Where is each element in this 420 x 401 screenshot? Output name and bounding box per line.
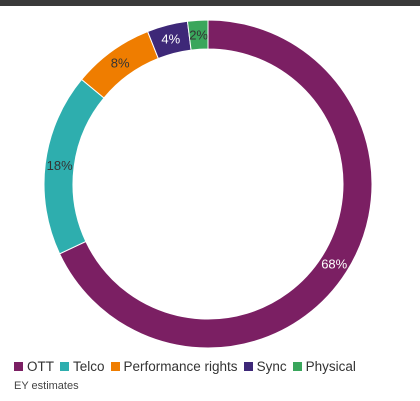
source-note: EY estimates	[14, 380, 79, 392]
chart-legend: OTT Telco Performance rights Sync Physical	[14, 359, 356, 374]
legend-label-sync: Sync	[256, 359, 287, 374]
legend-item-sync: Sync	[243, 359, 287, 374]
legend-label-ott: OTT	[27, 359, 54, 374]
legend-swatch-performance-rights	[110, 362, 120, 371]
slice-physical	[186, 19, 209, 51]
slice-ott	[58, 19, 373, 349]
legend-swatch-sync	[243, 362, 253, 371]
legend-label-telco: Telco	[73, 359, 105, 374]
legend-item-performance-rights: Performance rights	[110, 359, 238, 374]
legend-swatch-telco	[60, 362, 69, 371]
slice-label-sync: 4%	[161, 32, 180, 47]
legend-swatch-physical	[292, 362, 302, 371]
legend-swatch-ott	[14, 362, 23, 371]
donut-chart: 68% 18% 8% 4% 2%	[43, 19, 373, 349]
slice-label-ott: 68%	[321, 257, 347, 272]
slice-label-physical: 2%	[189, 27, 208, 42]
legend-label-physical: Physical	[305, 359, 356, 374]
legend-item-physical: Physical	[292, 359, 356, 374]
slice-label-telco: 18%	[47, 158, 73, 173]
slice-label-performance-rights: 8%	[111, 56, 130, 71]
donut-slices	[43, 19, 373, 349]
donut-slice-labels: 68% 18% 8% 4% 2%	[47, 27, 348, 271]
legend-item-ott: OTT	[14, 359, 54, 374]
legend-item-telco: Telco	[60, 359, 105, 374]
top-border	[0, 0, 420, 6]
legend-label-performance-rights: Performance rights	[123, 359, 238, 374]
